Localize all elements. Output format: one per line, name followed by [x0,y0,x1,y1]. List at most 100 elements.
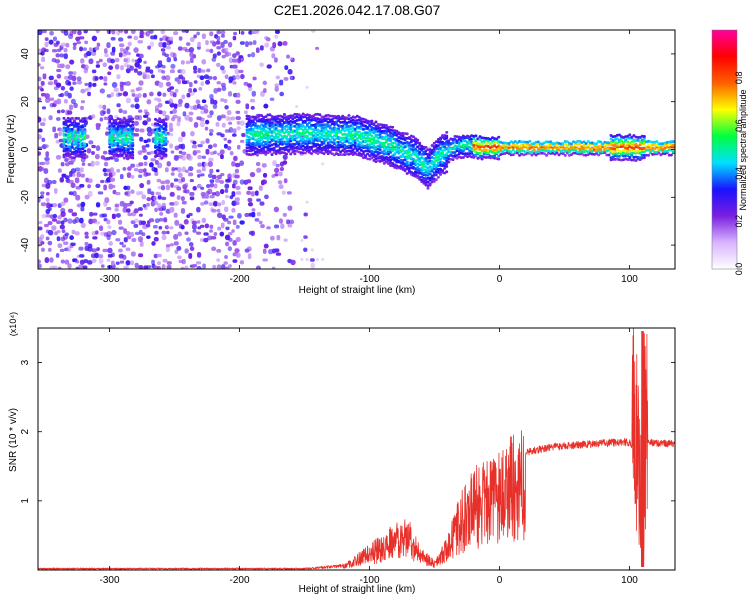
spectrogram-cell [366,152,370,156]
spectrogram-cell [599,140,603,144]
spectrogram-cell [165,45,171,50]
spectrogram-cell [212,264,216,269]
spectrogram-cell [44,41,49,48]
spectrogram-cell [110,252,115,258]
spectrogram-cell [288,219,295,225]
spectrogram-cell [314,135,318,139]
spectrogram-cell [264,115,268,119]
spectrogram-cell [164,179,171,185]
spectrogram-cell [353,134,357,138]
spectrogram-cell [173,234,179,240]
spectrogram-cell [445,152,449,155]
spectrogram-cell [68,148,72,151]
spectrogram-cell [239,120,245,126]
spectrogram-cell [272,160,277,166]
spectrogram-cell [130,189,135,195]
spectrogram-cell [79,217,84,224]
spectrogram-cell [87,91,91,97]
spectrogram-cell [164,143,168,146]
spectrogram-cell [137,86,143,91]
spectrogram-cell [213,87,218,94]
spectrogram-cell [82,265,88,269]
spectrogram-cell [158,217,164,222]
spectrogram-cell [651,140,655,144]
spectrogram-cell [192,229,197,233]
spectrogram-cell [127,41,132,47]
spectrogram-cell [166,57,171,63]
spectrogram-cell [88,82,92,88]
spectrogram-cell [196,169,202,174]
spectrogram-cell [269,97,275,101]
spectrogram-cell [103,161,109,167]
spectrogram-cell [77,30,82,36]
spectrogram-cell [72,81,77,85]
spectrogram-cell [157,162,163,169]
spectrogram-cell [91,150,95,156]
spectrogram-cell [83,119,87,123]
spectrogram-cell [234,248,240,253]
spectrogram-cell [461,156,465,159]
spectrogram-cell [445,162,449,166]
spectrogram-cell [240,30,245,35]
spectrogram-cell [108,183,114,190]
spectrogram-cell [114,208,119,212]
spectrogram-cell [250,191,255,197]
spectrogram-cell [131,127,135,131]
spectrogram-cell [262,133,266,136]
spectrogram-cell [55,53,60,58]
spectrogram-cell [486,151,490,155]
spectrogram-cell [227,145,232,151]
spectrogram-cell [275,252,282,256]
spectrogram-cell [165,167,169,173]
spectrogram-cell [103,184,107,191]
spectrogram-cell [38,226,43,231]
spectrogram-cell [305,135,309,138]
spectrogram-cell [196,149,201,154]
spectrogram-cell [426,186,430,190]
spectrogram-cell [112,124,116,128]
spectrogram-cell [303,151,307,155]
spectrogram-cell [133,208,139,214]
spectrogram-cell [130,174,135,179]
spectrogram-cell [414,147,418,151]
spectrogram-cell [59,248,65,253]
spectrogram-cell [405,132,409,136]
spectrogram-cell [63,53,68,60]
spectrogram-cell [123,202,128,209]
spectrogram-cell [391,149,395,153]
spectrogram-cell [165,81,172,87]
spectrogram-cell [432,141,436,145]
y-tick-label: 20 [20,96,31,108]
spectrogram-cell [184,265,189,269]
spectrogram-cell [247,253,252,260]
spectrogram-cell [181,258,186,265]
spectrogram-cell [330,135,334,139]
spectrogram-cell [328,124,332,128]
spectrogram-cell [260,138,264,142]
spectrogram-cell [161,202,166,209]
spectrogram-cell [45,214,51,218]
spectrogram-cell [221,69,226,74]
spectrogram-cell [303,235,308,239]
spectrogram-cell [195,261,202,265]
spectrogram-cell [157,91,162,97]
spectrogram-cell [181,155,186,161]
spectrogram-cell [65,64,71,70]
spectrogram-cell [279,91,285,97]
spectrogram-cell [70,98,76,105]
spectrogram-cell [212,53,217,59]
spectrogram-cell [216,174,222,180]
spectrogram-cell [72,42,77,46]
spectrogram-cell [169,226,174,230]
spectrogram-cell [173,31,179,36]
spectrogram-cell [116,103,121,108]
spectrogram-cell [199,75,205,81]
spectrogram-cell [199,121,206,128]
spectrogram-cell [129,200,134,205]
colorbar-ticks: 0.00.20.40.60.8 [734,72,744,276]
spectrogram-cell [200,186,205,190]
spectrogram-cell [146,265,152,269]
spectrogram-cell [225,194,229,199]
spectrogram-cell [142,71,147,76]
spectrogram-cell [455,156,459,160]
